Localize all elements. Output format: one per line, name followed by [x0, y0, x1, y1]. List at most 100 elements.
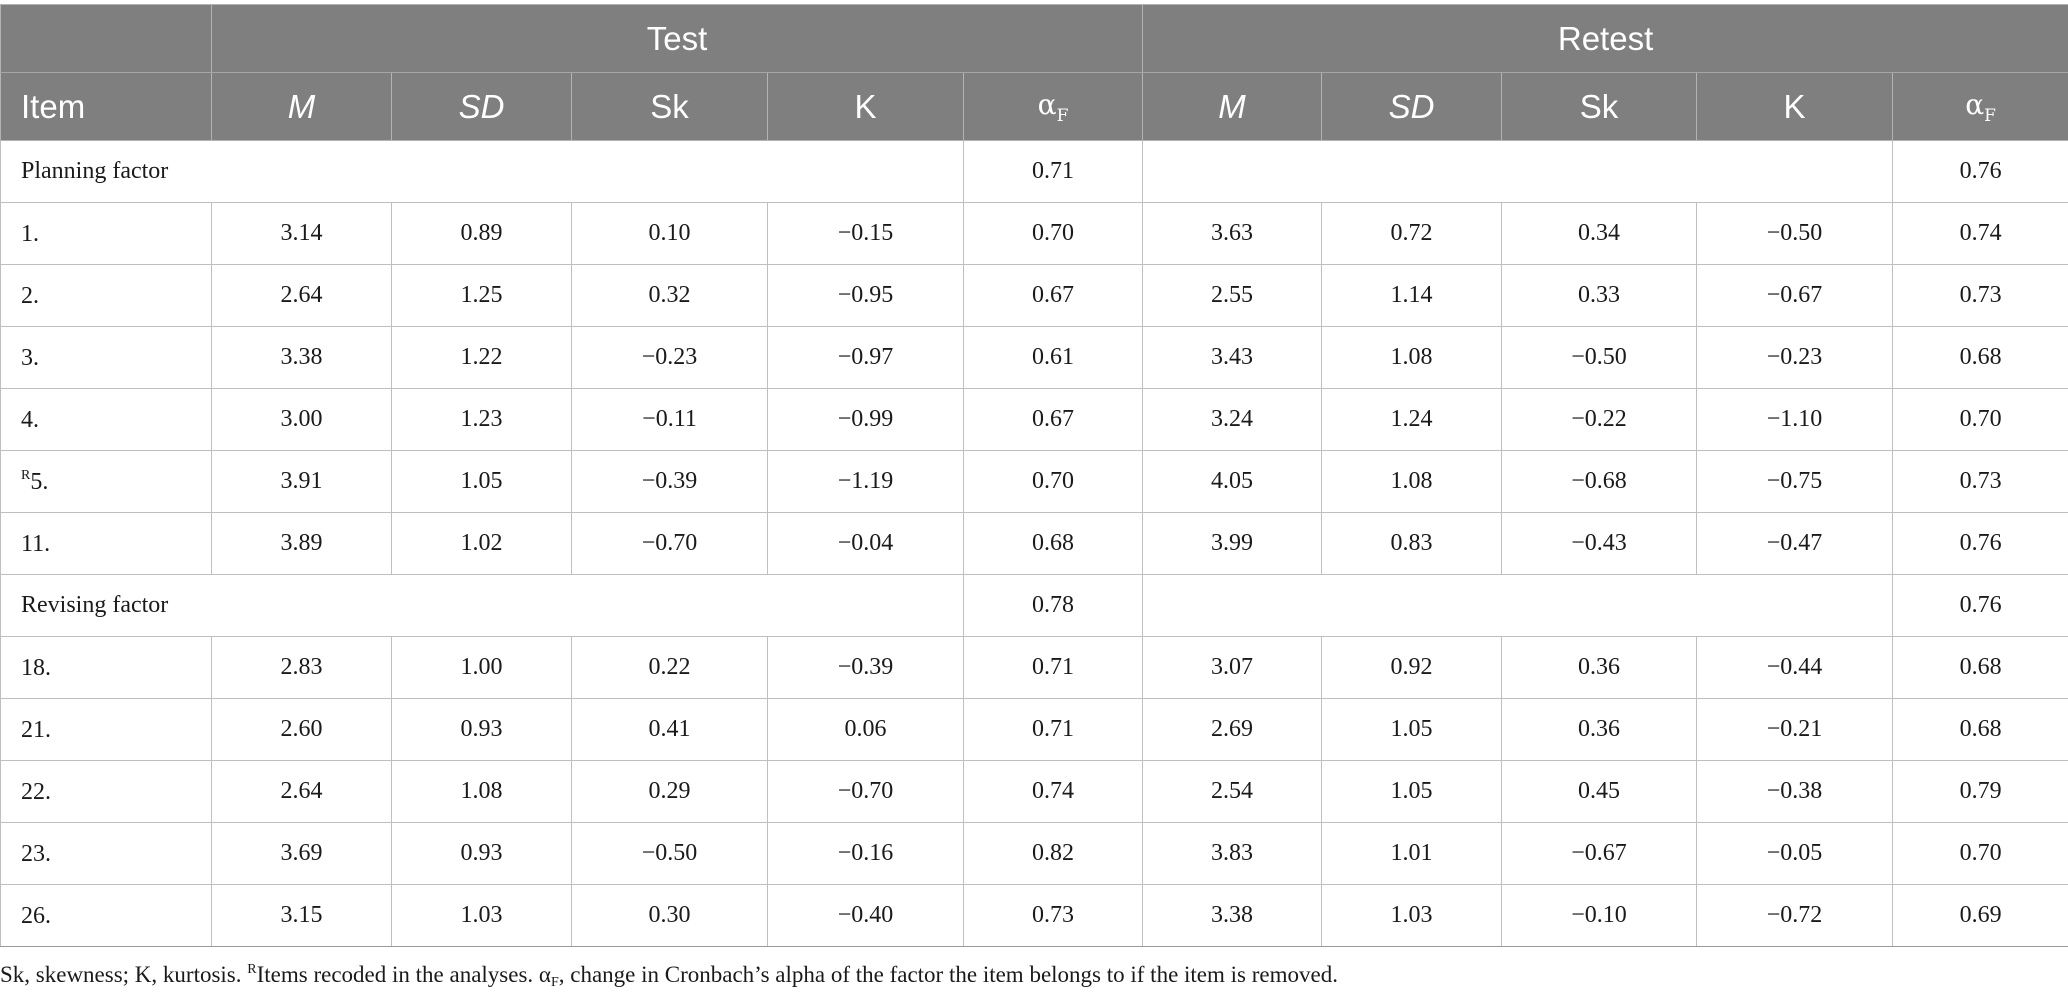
column-header-retest-alpha-f: αF — [1892, 72, 2068, 141]
test-cell: 0.29 — [571, 760, 768, 823]
item-label: 3. — [21, 344, 39, 371]
factor-retest-blank — [1142, 574, 1894, 637]
retest-cell: 0.70 — [1892, 822, 2068, 885]
test-cell: 3.89 — [211, 512, 392, 575]
test-cell: 1.25 — [391, 264, 572, 327]
alpha-subscript: F — [1056, 105, 1069, 126]
test-cell: 0.82 — [962, 822, 1144, 885]
retest-cell: 0.74 — [1892, 202, 2068, 265]
retest-cell: −0.75 — [1696, 450, 1894, 513]
test-cell: −0.50 — [571, 822, 768, 885]
item-number: 23. — [0, 822, 212, 885]
retest-cell: 3.24 — [1142, 388, 1323, 451]
column-header-retest-k: K — [1696, 72, 1894, 141]
factor-retest-blank — [1142, 140, 1894, 203]
column-header-test-sd: SD — [391, 72, 572, 141]
retest-cell: 1.08 — [1321, 450, 1503, 513]
footnote-alpha-sub: F — [550, 975, 559, 990]
retest-cell: −0.50 — [1696, 202, 1894, 265]
item-number: 22. — [0, 760, 212, 823]
test-cell: 0.22 — [571, 636, 768, 699]
retest-cell: 0.68 — [1892, 636, 2068, 699]
item-label: 26. — [21, 902, 51, 929]
group-header-row: Test Retest — [0, 4, 2068, 73]
item-number: 11. — [0, 512, 212, 575]
retest-cell: 3.83 — [1142, 822, 1323, 885]
retest-cell: −0.67 — [1501, 822, 1698, 885]
alpha-subscript: F — [1984, 105, 1996, 126]
item-number: 2. — [0, 264, 212, 327]
test-cell: −0.40 — [767, 884, 964, 947]
table-row: 26. 3.15 1.03 0.30 −0.40 0.73 3.38 1.03 −0.10 −0.… — [0, 884, 2068, 947]
footnote-recode: Items recoded in the analyses. α — [256, 962, 551, 987]
footnote-abbrev: Sk, skewness; K, kurtosis. — [0, 962, 248, 987]
test-cell: −0.97 — [767, 326, 964, 389]
item-label: 21. — [21, 716, 51, 743]
item-label: 5. — [30, 468, 49, 495]
retest-cell: 1.01 — [1321, 822, 1503, 885]
retest-cell: 1.24 — [1321, 388, 1503, 451]
table-row: 3. 3.38 1.22 −0.23 −0.97 0.61 3.43 1.08 −0.50 −0.… — [0, 326, 2068, 389]
retest-cell: 0.92 — [1321, 636, 1503, 699]
table-row: 21. 2.60 0.93 0.41 0.06 0.71 2.69 1.05 0.36 −0.21… — [0, 698, 2068, 761]
item-label: 22. — [21, 778, 51, 805]
column-header-test-m: M — [211, 72, 392, 141]
retest-cell: −0.10 — [1501, 884, 1698, 947]
retest-cell: 0.69 — [1892, 884, 2068, 947]
column-header-item: Item — [0, 72, 212, 141]
retest-cell: 3.99 — [1142, 512, 1323, 575]
test-cell: 1.08 — [391, 760, 572, 823]
test-cell: 3.38 — [211, 326, 392, 389]
item-number: 18. — [0, 636, 212, 699]
factor-retest-alpha: 0.76 — [1892, 140, 2068, 203]
test-cell: 0.74 — [962, 760, 1144, 823]
retest-cell: −0.38 — [1696, 760, 1894, 823]
retest-cell: −0.72 — [1696, 884, 1894, 947]
test-cell: 0.41 — [571, 698, 768, 761]
retest-cell: 0.83 — [1321, 512, 1503, 575]
column-header-test-alpha-f: αF — [962, 72, 1144, 141]
item-label: 4. — [21, 406, 39, 433]
retest-cell: 4.05 — [1142, 450, 1323, 513]
test-cell: −0.16 — [767, 822, 964, 885]
item-number: 26. — [0, 884, 212, 947]
group-header-retest: Retest — [1142, 4, 2068, 73]
test-cell: 0.93 — [391, 698, 572, 761]
retest-cell: 2.54 — [1142, 760, 1323, 823]
test-cell: 1.00 — [391, 636, 572, 699]
factor-retest-alpha: 0.76 — [1892, 574, 2068, 637]
retest-cell: 0.68 — [1892, 698, 2068, 761]
retest-cell: 0.73 — [1892, 264, 2068, 327]
test-cell: −0.04 — [767, 512, 964, 575]
test-cell: 0.89 — [391, 202, 572, 265]
header-corner — [0, 4, 212, 73]
factor-test-alpha: 0.78 — [962, 574, 1144, 637]
retest-cell: 0.76 — [1892, 512, 2068, 575]
retest-cell: 1.03 — [1321, 884, 1503, 947]
item-number: R5. — [0, 450, 212, 513]
retest-cell: −0.21 — [1696, 698, 1894, 761]
retest-cell: −0.23 — [1696, 326, 1894, 389]
retest-cell: −0.43 — [1501, 512, 1698, 575]
test-cell: 0.30 — [571, 884, 768, 947]
item-number: 4. — [0, 388, 212, 451]
retest-cell: −0.44 — [1696, 636, 1894, 699]
item-number: 21. — [0, 698, 212, 761]
retest-cell: 3.07 — [1142, 636, 1323, 699]
group-header-test: Test — [210, 4, 1144, 73]
test-cell: 0.70 — [962, 202, 1144, 265]
table-row: 4. 3.00 1.23 −0.11 −0.99 0.67 3.24 1.24 −0.22 −1.… — [0, 388, 2068, 451]
retest-cell: −0.47 — [1696, 512, 1894, 575]
column-header-retest-sk: Sk — [1501, 72, 1698, 141]
retest-cell: −1.10 — [1696, 388, 1894, 451]
factor-label: Planning factor — [0, 140, 964, 203]
test-cell: 3.14 — [211, 202, 392, 265]
test-cell: −0.23 — [571, 326, 768, 389]
item-label: 18. — [21, 654, 51, 681]
retest-cell: 3.43 — [1142, 326, 1323, 389]
test-cell: 1.23 — [391, 388, 572, 451]
test-cell: −0.99 — [767, 388, 964, 451]
test-cell: 0.10 — [571, 202, 768, 265]
test-cell: −1.19 — [767, 450, 964, 513]
